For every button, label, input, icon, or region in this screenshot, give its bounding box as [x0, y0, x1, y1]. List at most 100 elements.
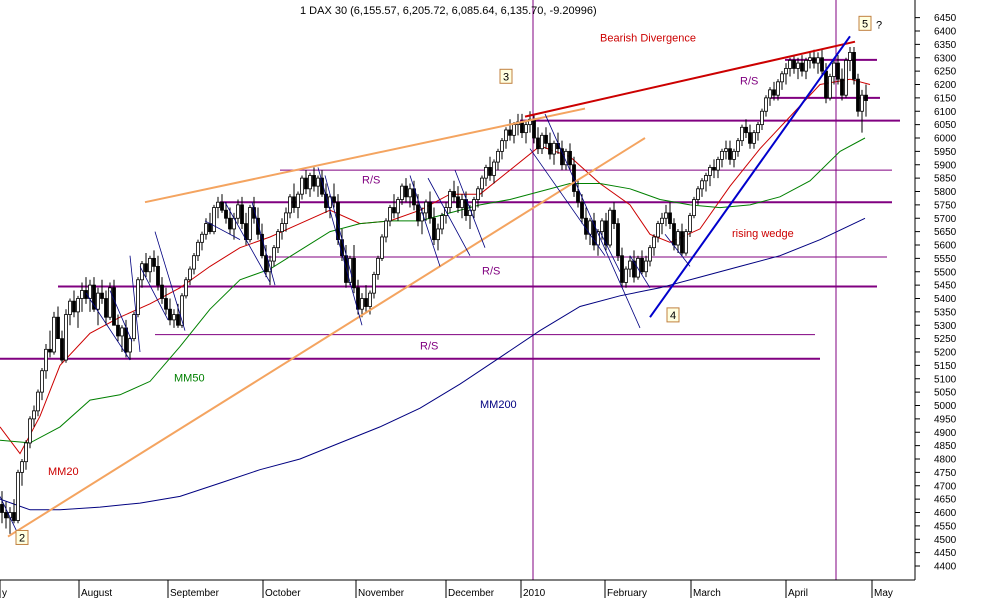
- candle-down: [60, 338, 64, 361]
- candle-up: [236, 204, 240, 219]
- candle-up: [768, 89, 772, 99]
- channel-line: [324, 175, 353, 278]
- candle-down: [124, 327, 128, 353]
- wave-count-box: [666, 307, 680, 323]
- candle-up: [88, 284, 92, 299]
- candle-up: [696, 188, 700, 200]
- candle-up: [684, 231, 688, 254]
- candle-down: [680, 231, 684, 254]
- candle-up: [120, 327, 124, 337]
- candle-up: [300, 177, 304, 195]
- channel-line: [317, 167, 363, 326]
- price-tick-label: 6100: [934, 107, 957, 118]
- candle-up: [828, 76, 832, 99]
- candle-up: [184, 279, 188, 297]
- channel-line: [664, 234, 691, 267]
- candle-down: [604, 220, 608, 246]
- candle-down: [532, 118, 536, 139]
- candle-up: [816, 57, 820, 64]
- price-tick-label: 6200: [934, 80, 957, 91]
- candle-up: [752, 132, 756, 144]
- price-tick-label: 4400: [934, 562, 957, 573]
- candle-down: [416, 204, 420, 222]
- candle-down: [312, 175, 316, 187]
- price-tick-label: 6000: [934, 134, 957, 145]
- price-tick-label: 5100: [934, 374, 957, 385]
- candle-down: [852, 52, 856, 80]
- time-tick-label: February: [607, 588, 647, 599]
- candle-up: [16, 471, 20, 521]
- candle-up: [204, 223, 208, 235]
- candle-down: [4, 512, 8, 519]
- candle-up: [808, 57, 812, 61]
- time-tick-label: April: [788, 588, 808, 599]
- candle-up: [648, 247, 652, 262]
- price-tick-label: 5250: [934, 334, 957, 345]
- price-tick-label: 4750: [934, 468, 957, 479]
- candle-up: [172, 314, 176, 321]
- candle-up: [148, 257, 152, 273]
- price-tick-label: 4600: [934, 508, 957, 519]
- candle-up: [108, 287, 112, 318]
- price-tick-label: 4450: [934, 548, 957, 559]
- time-tick-label: 2010: [523, 588, 546, 599]
- price-tick-label: 5050: [934, 388, 957, 399]
- candle-down: [304, 177, 308, 190]
- price-tick-label: 6400: [934, 27, 957, 38]
- channel-line: [427, 177, 471, 256]
- moving-average-mm50: [0, 137, 866, 444]
- candle-up: [272, 247, 276, 262]
- price-tick-label: 6350: [934, 40, 957, 51]
- candle-up: [384, 220, 388, 238]
- candle-up: [492, 161, 496, 176]
- candle-up: [288, 196, 292, 214]
- time-tick-label: November: [358, 588, 405, 599]
- candle-up: [784, 68, 788, 75]
- candle-up: [40, 370, 44, 393]
- annotation-label: R/S: [482, 265, 500, 277]
- candle-up: [724, 148, 728, 152]
- price-tick-label: 5400: [934, 294, 957, 305]
- candle-down: [0, 504, 4, 513]
- candle-up: [716, 158, 720, 171]
- candle-up: [764, 97, 768, 112]
- candle-down: [144, 263, 148, 273]
- candle-down: [352, 257, 356, 289]
- trendlines: [0, 35, 856, 538]
- candle-down: [584, 217, 588, 235]
- candle-down: [48, 348, 52, 353]
- trendline: [649, 35, 851, 318]
- annotation-label: R/S: [362, 174, 380, 186]
- candle-down: [364, 298, 368, 307]
- time-tick-label: September: [170, 588, 220, 599]
- candle-up: [460, 199, 464, 208]
- candle-down: [592, 220, 596, 246]
- candle-up: [296, 193, 300, 208]
- price-axis: 4400 4450 4500 4550 4600 4650 4700 4750 4800 4850…: [915, 13, 957, 573]
- price-tick-label: 5450: [934, 281, 957, 292]
- candle-down: [672, 223, 676, 246]
- channel-line: [204, 220, 241, 241]
- candle-up: [804, 60, 808, 72]
- candle-up: [196, 241, 200, 257]
- candle-down: [256, 217, 260, 235]
- candle-up: [132, 314, 136, 340]
- candle-up: [64, 314, 68, 361]
- candle-up: [692, 199, 696, 216]
- channel-line: [224, 202, 271, 283]
- candle-down: [748, 132, 752, 144]
- candle-up: [36, 391, 40, 412]
- candle-up: [140, 263, 144, 281]
- channel-line: [529, 148, 606, 256]
- candle-up: [96, 292, 100, 310]
- channel-line: [544, 113, 641, 329]
- price-tick-label: 5300: [934, 321, 957, 332]
- candle-down: [620, 255, 624, 283]
- moving-average-mm200: [0, 217, 866, 511]
- price-tick-label: 5600: [934, 241, 957, 252]
- candle-down: [856, 78, 860, 112]
- candle-up: [608, 209, 612, 246]
- candle-down: [156, 265, 160, 286]
- channel-line: [0, 496, 19, 535]
- channel-line: [599, 231, 621, 272]
